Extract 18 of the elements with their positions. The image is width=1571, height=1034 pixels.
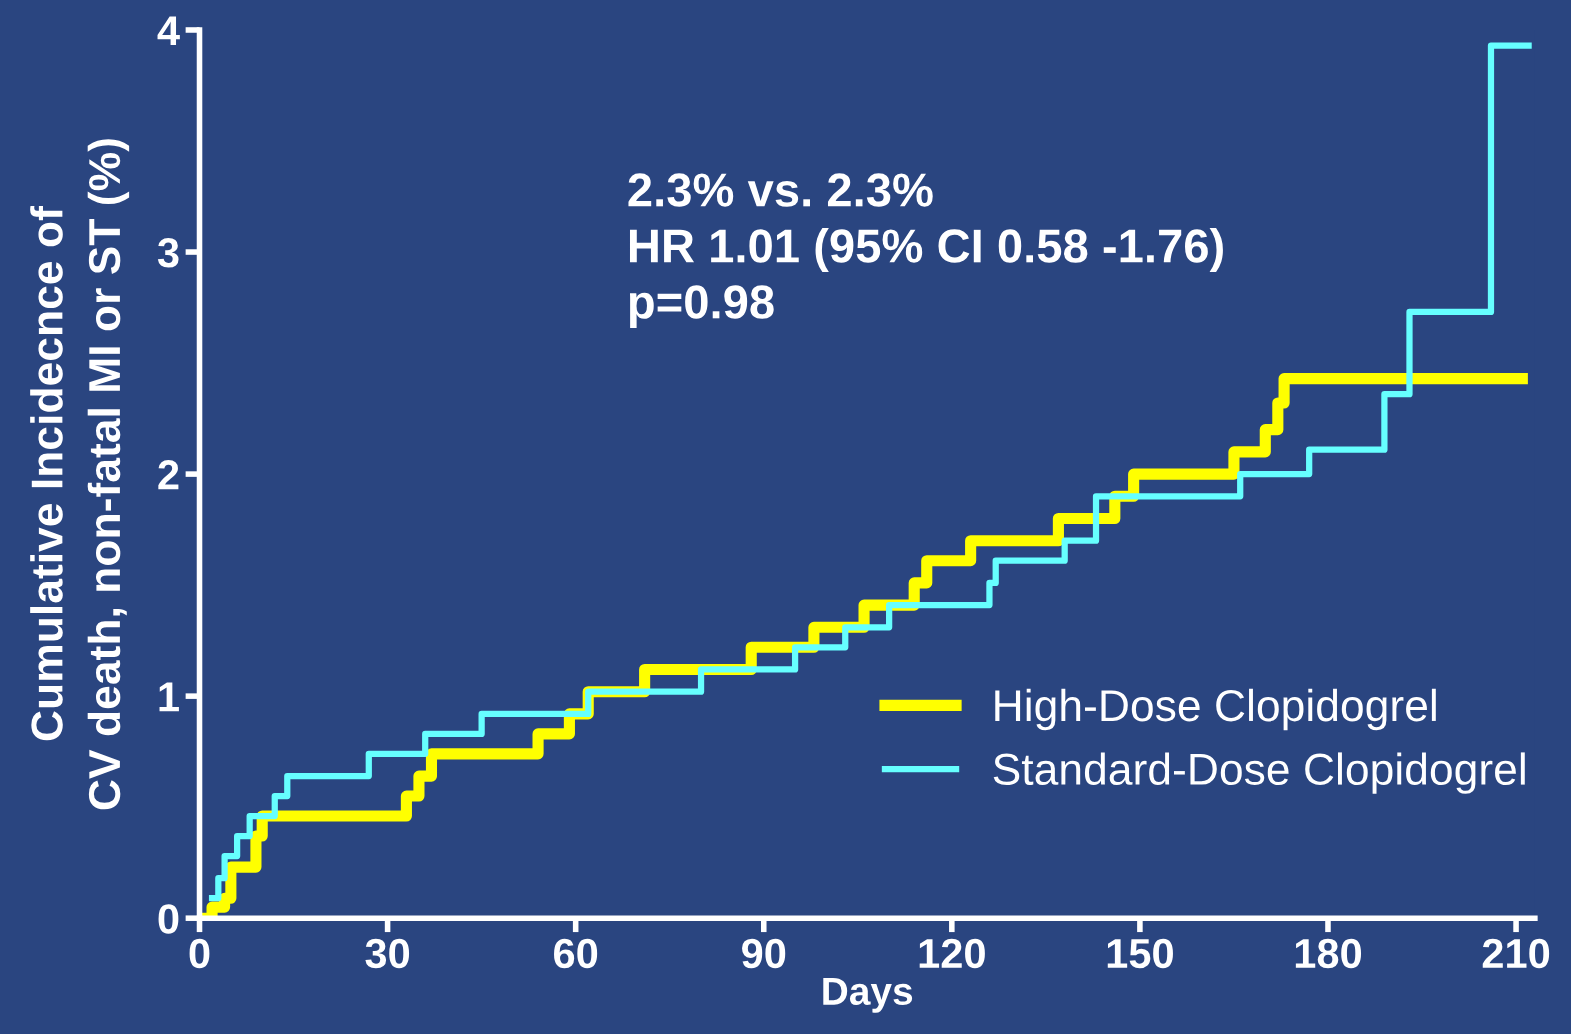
- y-tick-label: 1: [159, 682, 179, 712]
- x-tick-label: 210: [1482, 938, 1550, 969]
- x-tick-label: 30: [365, 938, 410, 969]
- x-tick-label: 120: [919, 938, 985, 969]
- x-tick-label: 0: [189, 938, 210, 969]
- x-tick-label: 90: [742, 938, 786, 969]
- y-axis-title: Cumulative Incidecnce of CV death, non-fatal MI or ST (%): [30, 139, 130, 810]
- x-tick-label: 150: [1107, 938, 1173, 969]
- y-tick-label: 2: [158, 460, 179, 490]
- legend-label: High-Dose Clopidogrel: [995, 688, 1436, 731]
- x-axis-title: Days: [823, 977, 913, 1013]
- annotation: 2.3% vs. 2.3% HR 1.01 (95% CI 0.58 -1.76) p=0.98: [628, 173, 1223, 329]
- x-tick-label: 60: [554, 938, 598, 969]
- y-tick-label: 0: [158, 904, 179, 934]
- y-tick-label: 3: [157, 238, 179, 268]
- y-tick-label: 4: [157, 16, 180, 46]
- x-tick-label: 180: [1295, 938, 1362, 969]
- legend-label: Standard-Dose Clopidogrel: [993, 752, 1525, 794]
